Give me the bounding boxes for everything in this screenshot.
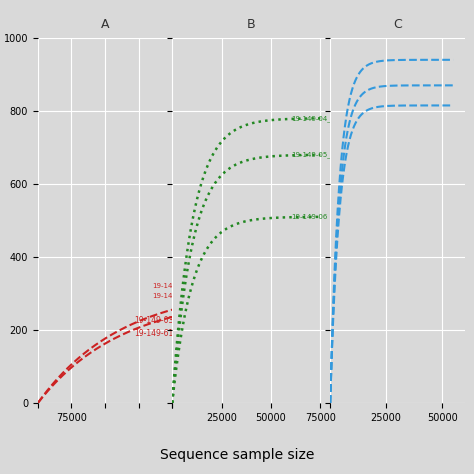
Text: C: C xyxy=(393,18,402,31)
Text: 19-149-06: 19-149-06 xyxy=(291,214,327,220)
Text: 19-149-61_INT-S: 19-149-61_INT-S xyxy=(135,328,197,337)
Text: 19-149-61_INT-S: 19-149-61_INT-S xyxy=(152,292,210,299)
Text: B: B xyxy=(247,18,255,31)
Text: 19-149-03_INT: 19-149-03_INT xyxy=(152,283,203,290)
Text: A: A xyxy=(101,18,109,31)
Text: 19-149-04_INT: 19-149-04_INT xyxy=(291,115,342,122)
Text: Sequence sample size: Sequence sample size xyxy=(160,448,314,462)
Text: 19-149-05_INT: 19-149-05_INT xyxy=(291,151,342,158)
Text: 19-149-03_INT: 19-149-03_INT xyxy=(135,316,191,325)
